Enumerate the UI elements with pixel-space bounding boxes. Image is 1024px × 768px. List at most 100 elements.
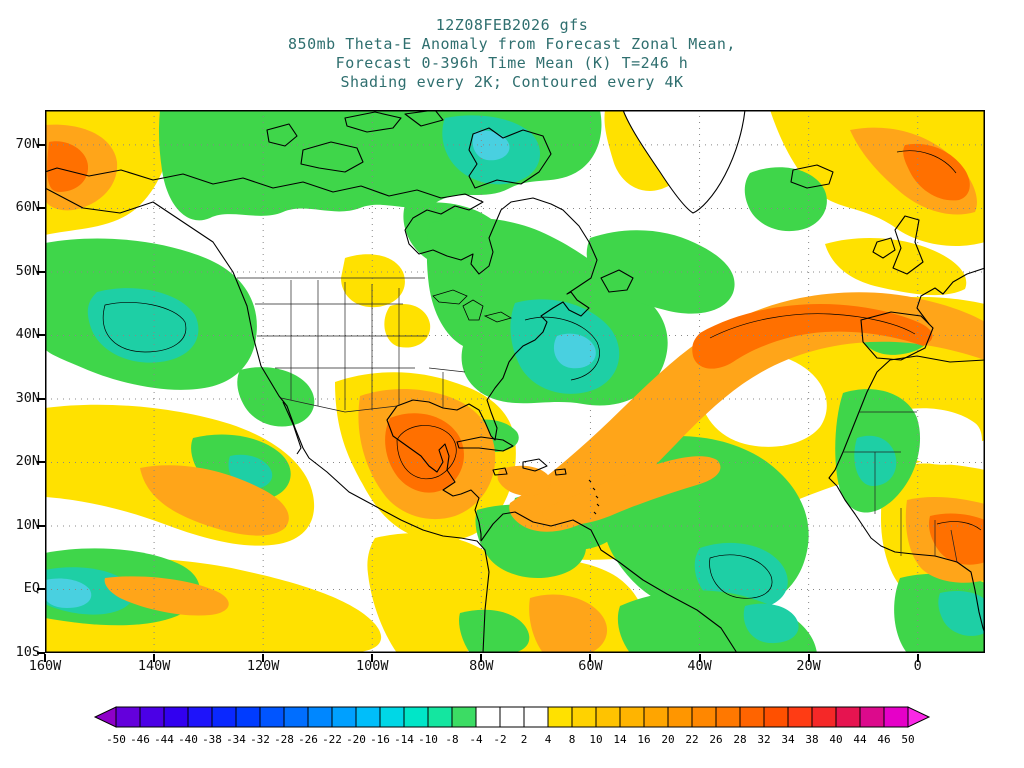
coastline [386,405,482,541]
colorbar-cell [667,706,693,728]
colorbar-cell [619,706,645,728]
colorbar-cell [307,706,333,728]
coastline [892,215,924,275]
contour-line [396,425,457,480]
colorbar-cell [379,706,405,728]
lon-tick-mark [480,654,483,662]
colorbar-label: -44 [154,733,174,746]
lat-tick-mark [37,652,45,654]
colorbar-cell [811,706,837,728]
colorbar-cell [451,706,477,728]
title-line-shading: Shading every 2K; Contoured every 4K [340,73,684,91]
anomaly-region-g-natl50 [586,230,735,314]
coastline [45,167,598,441]
colorbar-cell [139,706,165,728]
colorbar-label: 4 [545,733,552,746]
colorbar-label: -14 [394,733,414,746]
coastline [456,436,514,452]
colorbar-label: -10 [418,733,438,746]
coastline [468,127,552,189]
contour-line [709,554,773,599]
anomaly-region-o-botleft [104,576,229,616]
colorbar-cell [643,706,669,728]
anomaly-region-g-botctr [459,609,530,653]
anomaly-region-t-pacnw [87,288,199,363]
political-border [428,367,466,373]
colorbar-label: -50 [106,733,126,746]
colorbar-label: 40 [829,733,842,746]
lat-tick-label-30N: 30N [15,389,40,406]
lon-tick-mark [807,654,810,662]
colorbar-label: 50 [901,733,914,746]
coastline [554,468,567,476]
colorbar-right-arrow [907,706,931,728]
lat-tick-mark [37,524,45,527]
lon-tick-mark [698,654,701,662]
colorbar-label: -34 [226,733,246,746]
colorbar-label: 28 [733,733,746,746]
lake-outline [462,299,484,321]
map-frame [45,110,985,653]
colorbar-cell [475,706,501,728]
colorbar-label: 16 [637,733,650,746]
colorbar-cell [331,706,357,728]
colorbar-label: -20 [346,733,366,746]
lat-tick-mark [37,397,45,400]
colorbar-cell [235,706,261,728]
colorbar: -50 -46 -44 -40 -38 -34 -32 -28 -26 -22 -20 -16 -14-… [93,706,931,746]
lat-tick-label-10S: 10S [15,644,40,660]
lat-tick-label-70N: 70N [15,135,40,152]
coastline [872,237,896,259]
colorbar-cell [739,706,765,728]
colorbar-cell [115,706,141,728]
colorbar-left-arrow [93,706,117,728]
coastline [790,164,834,189]
colorbar-label: -38 [202,733,222,746]
coastline [600,269,634,293]
lon-tick-label-140W: 140W [137,658,171,674]
colorbar-label: -40 [178,733,198,746]
colorbar-cell [427,706,453,728]
colorbar-cell [187,706,213,728]
colorbar-label: 2 [521,733,528,746]
colorbar-label: 14 [613,733,627,746]
lat-tick-label-40N: 40N [15,326,40,343]
coastline [588,479,600,515]
lon-tick-label-120W: 120W [246,658,280,674]
coastline [860,311,934,361]
contour-line [524,316,600,381]
colorbar-label: -46 [130,733,150,746]
colorbar-cell [259,706,285,728]
colorbar-label: 10 [589,733,602,746]
colorbar-label: 32 [757,733,770,746]
lake-outline [483,311,512,323]
colorbar-cell [355,706,381,728]
lon-tick-mark [371,654,374,662]
anomaly-region-t-guinea [938,590,985,636]
contour-line [936,521,982,531]
anomaly-region-g-egreenland [744,167,827,232]
contour-line [709,313,916,339]
colorbar-cell [523,706,549,728]
coastline [300,141,364,173]
colorbar-cell [691,706,717,728]
colorbar-cell [859,706,885,728]
anomaly-region-c-eqleft [45,578,92,608]
anomaly-region-y-canada2 [384,304,431,348]
lake-outline [432,289,468,305]
colorbar-label: -22 [322,733,342,746]
anomaly-region-y-canada1 [341,254,405,308]
colorbar-cell [499,706,525,728]
lon-tick-label-60W: 60W [578,658,603,674]
anomaly-map [45,110,985,653]
colorbar-cell [163,706,189,728]
lon-tick-label-40W: 40W [687,658,712,674]
lon-tick-mark [589,654,592,662]
lon-tick-mark [44,654,46,662]
political-border [280,397,398,413]
lat-tick-label-50N: 50N [15,262,40,279]
colorbar-cell [211,706,237,728]
colorbar-cell [595,706,621,728]
colorbar-label: 38 [805,733,818,746]
colorbar-label: 44 [853,733,867,746]
